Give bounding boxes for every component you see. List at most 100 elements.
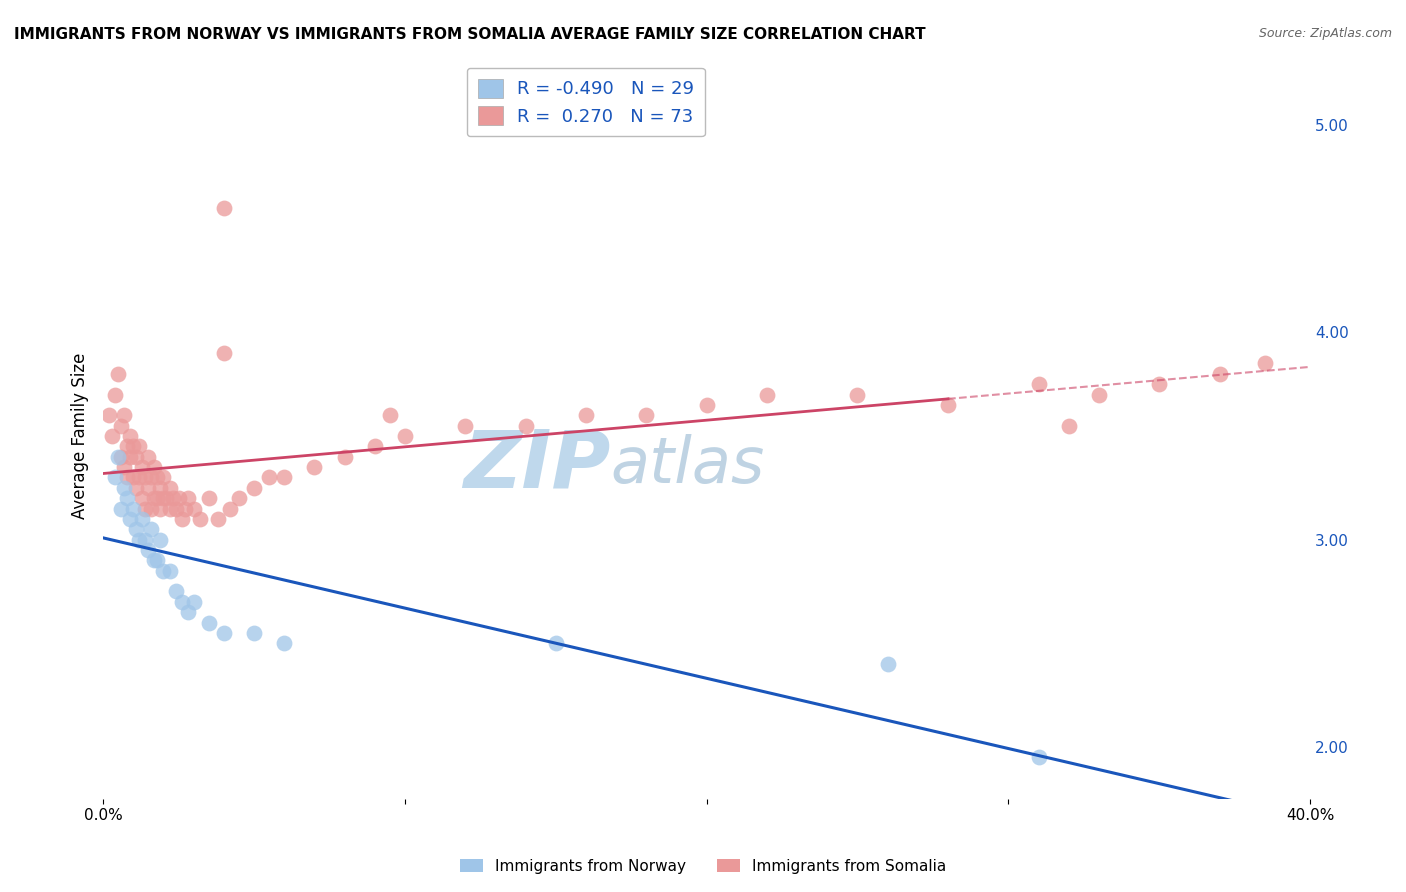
Point xyxy=(152,491,174,505)
Point xyxy=(107,450,129,464)
Point xyxy=(146,553,169,567)
Point xyxy=(207,512,229,526)
Point xyxy=(696,398,718,412)
Point xyxy=(125,522,148,536)
Point xyxy=(131,512,153,526)
Point xyxy=(141,522,163,536)
Point xyxy=(273,470,295,484)
Point xyxy=(125,481,148,495)
Point xyxy=(138,481,160,495)
Point xyxy=(544,636,567,650)
Point xyxy=(394,429,416,443)
Point xyxy=(117,470,139,484)
Point xyxy=(243,481,266,495)
Text: atlas: atlas xyxy=(610,434,765,496)
Point xyxy=(212,626,235,640)
Text: IMMIGRANTS FROM NORWAY VS IMMIGRANTS FROM SOMALIA AVERAGE FAMILY SIZE CORRELATIO: IMMIGRANTS FROM NORWAY VS IMMIGRANTS FRO… xyxy=(14,27,925,42)
Point xyxy=(134,533,156,547)
Point xyxy=(149,501,172,516)
Point xyxy=(131,460,153,475)
Point xyxy=(876,657,898,671)
Point xyxy=(176,605,198,619)
Point xyxy=(131,491,153,505)
Point xyxy=(218,501,240,516)
Text: Source: ZipAtlas.com: Source: ZipAtlas.com xyxy=(1258,27,1392,40)
Point xyxy=(112,409,135,423)
Point xyxy=(107,367,129,381)
Point xyxy=(1057,418,1080,433)
Point xyxy=(152,564,174,578)
Point xyxy=(165,501,187,516)
Text: ZIP: ZIP xyxy=(463,426,610,504)
Point xyxy=(101,429,124,443)
Point xyxy=(170,595,193,609)
Point xyxy=(333,450,356,464)
Point xyxy=(143,553,166,567)
Point xyxy=(122,439,145,453)
Point xyxy=(197,491,219,505)
Point xyxy=(304,460,326,475)
Point xyxy=(122,470,145,484)
Point xyxy=(112,481,135,495)
Point xyxy=(575,409,598,423)
Point xyxy=(1088,387,1111,401)
Point xyxy=(138,450,160,464)
Point xyxy=(755,387,778,401)
Point xyxy=(212,201,235,215)
Point xyxy=(155,491,177,505)
Point xyxy=(176,491,198,505)
Point xyxy=(120,429,142,443)
Point xyxy=(1028,377,1050,392)
Point xyxy=(1147,377,1170,392)
Point xyxy=(159,564,181,578)
Point xyxy=(167,491,190,505)
Point xyxy=(128,470,150,484)
Point xyxy=(117,439,139,453)
Point xyxy=(257,470,280,484)
Point xyxy=(128,439,150,453)
Point xyxy=(936,398,959,412)
Point xyxy=(846,387,869,401)
Point xyxy=(173,501,195,516)
Point xyxy=(146,470,169,484)
Point xyxy=(212,346,235,360)
Point xyxy=(515,418,537,433)
Point xyxy=(228,491,250,505)
Point xyxy=(188,512,211,526)
Point xyxy=(1254,356,1277,370)
Point xyxy=(143,491,166,505)
Point xyxy=(110,501,132,516)
Point xyxy=(1208,367,1230,381)
Point xyxy=(149,481,172,495)
Point xyxy=(159,501,181,516)
Point xyxy=(138,543,160,558)
Point xyxy=(149,533,172,547)
Legend: R = -0.490   N = 29, R =  0.270   N = 73: R = -0.490 N = 29, R = 0.270 N = 73 xyxy=(467,68,704,136)
Point xyxy=(104,387,127,401)
Point xyxy=(104,470,127,484)
Point xyxy=(378,409,401,423)
Point xyxy=(183,501,205,516)
Point xyxy=(112,460,135,475)
Point xyxy=(134,501,156,516)
Point xyxy=(128,533,150,547)
Legend: Immigrants from Norway, Immigrants from Somalia: Immigrants from Norway, Immigrants from … xyxy=(454,853,952,880)
Point xyxy=(146,491,169,505)
Point xyxy=(120,512,142,526)
Point xyxy=(159,481,181,495)
Point xyxy=(162,491,184,505)
Point xyxy=(243,626,266,640)
Point xyxy=(273,636,295,650)
Point xyxy=(454,418,477,433)
Point xyxy=(170,512,193,526)
Point xyxy=(197,615,219,630)
Point xyxy=(165,584,187,599)
Point xyxy=(183,595,205,609)
Point xyxy=(125,450,148,464)
Point xyxy=(636,409,658,423)
Point xyxy=(141,470,163,484)
Y-axis label: Average Family Size: Average Family Size xyxy=(72,353,89,519)
Point xyxy=(117,491,139,505)
Point xyxy=(141,501,163,516)
Point xyxy=(110,418,132,433)
